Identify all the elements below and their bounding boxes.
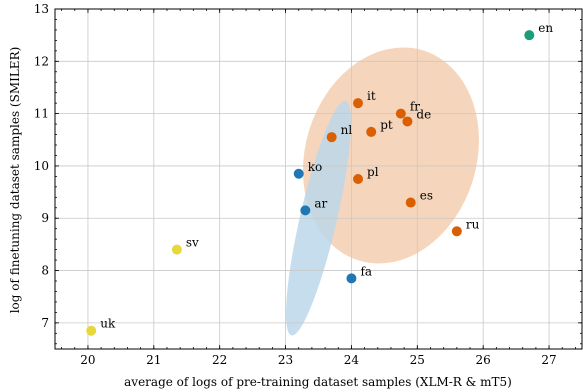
point-ko <box>293 168 304 179</box>
x-tick-label: 23 <box>278 353 293 367</box>
y-tick-label: 9 <box>41 211 49 225</box>
x-axis-label: average of logs of pre-training dataset … <box>124 375 512 389</box>
point-label-pl: pl <box>367 165 379 179</box>
point-pt <box>366 126 377 137</box>
x-tick-label: 21 <box>146 353 161 367</box>
point-pl <box>353 174 364 184</box>
y-axis-label: log of finetuning dataset samples (SMILE… <box>8 47 22 314</box>
point-label-nl: nl <box>341 123 353 137</box>
point-nl <box>326 132 337 143</box>
point-de <box>402 116 413 127</box>
x-tick-label: 26 <box>476 353 491 367</box>
x-tick-label: 24 <box>344 353 360 367</box>
point-es <box>405 197 416 208</box>
plot-frame <box>54 8 583 350</box>
point-uk <box>86 325 97 336</box>
y-tick-label: 11 <box>34 107 49 121</box>
point-label-es: es <box>420 189 433 203</box>
x-tick-label: 22 <box>212 353 227 367</box>
point-fr <box>395 108 406 119</box>
x-tick-label: 27 <box>541 353 556 367</box>
point-label-sv: sv <box>186 236 199 250</box>
cluster-ellipses <box>286 47 479 336</box>
y-tick-label: 7 <box>41 316 49 330</box>
point-ru <box>451 226 462 237</box>
y-tick-label: 13 <box>34 2 49 16</box>
point-label-pt: pt <box>380 118 393 132</box>
point-label-ar: ar <box>314 196 327 210</box>
point-sv <box>171 244 182 255</box>
point-label-en: en <box>538 21 553 35</box>
y-tick-label: 8 <box>41 264 49 278</box>
point-en <box>524 30 535 41</box>
point-label-fr: fr <box>410 100 420 114</box>
point-label-uk: uk <box>100 317 116 331</box>
point-label-it: it <box>367 89 376 103</box>
point-label-ru: ru <box>466 217 480 231</box>
cluster-ellipse-orange-cluster <box>302 47 479 264</box>
x-tick-label: 20 <box>80 353 95 367</box>
point-label-ko: ko <box>308 160 323 174</box>
point-label-fa: fa <box>360 264 372 278</box>
axis-ticks: 20 21 22 23 24 25 26 27 7 8 9 10 11 12 13 <box>34 2 582 367</box>
y-tick-label: 12 <box>34 54 49 68</box>
point-it <box>353 98 364 109</box>
point-ar <box>300 205 311 216</box>
point-label-de: de <box>416 107 431 121</box>
x-tick-label: 25 <box>410 353 425 367</box>
y-tick-label: 10 <box>34 159 49 173</box>
point-fa <box>346 273 357 284</box>
